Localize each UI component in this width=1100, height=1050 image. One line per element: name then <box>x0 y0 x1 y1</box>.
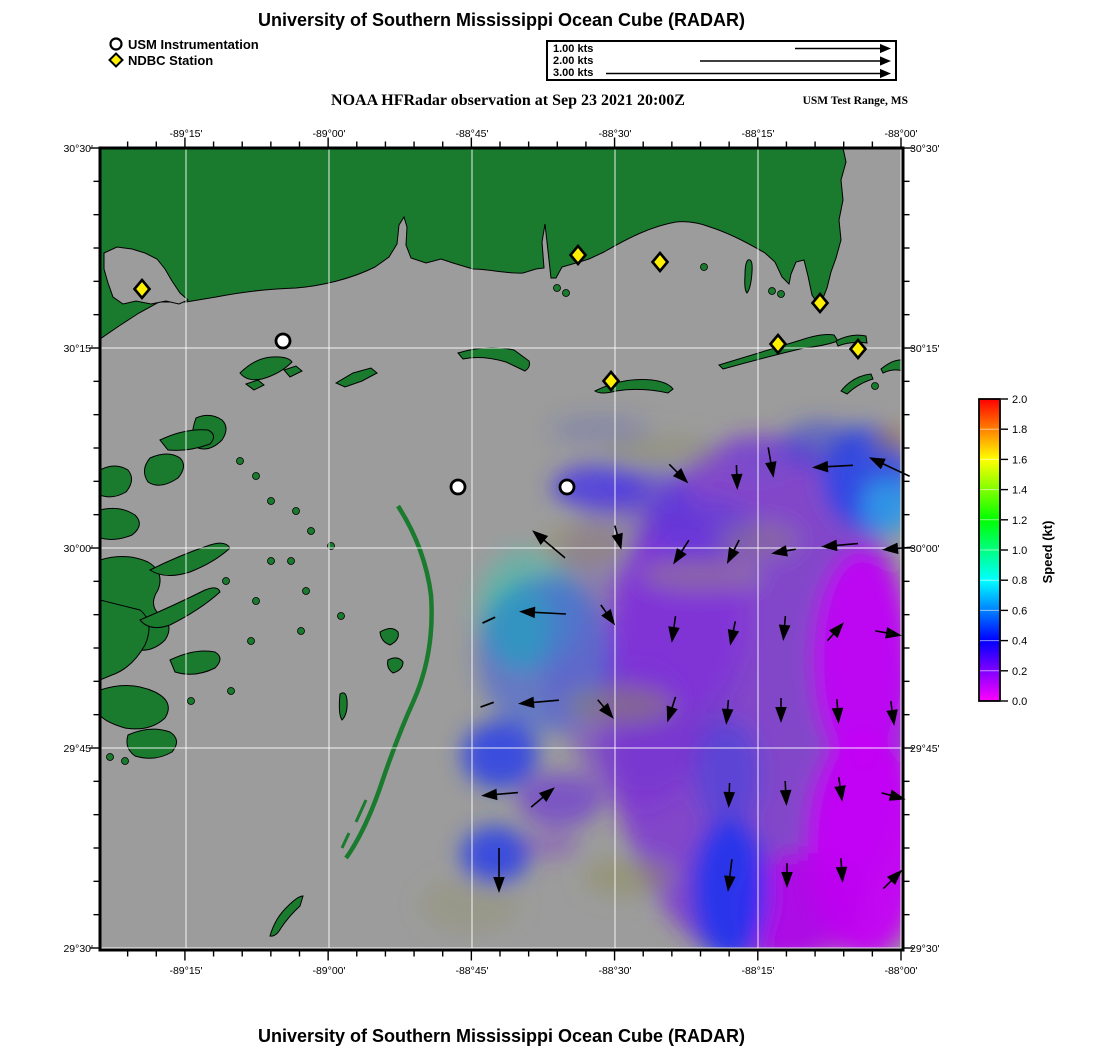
observation-subtitle: NOAA HFRadar observation at Sep 23 2021 … <box>331 92 685 109</box>
svg-text:1.6: 1.6 <box>1012 454 1027 466</box>
svg-text:-88°45': -88°45' <box>455 128 488 140</box>
svg-text:1.4: 1.4 <box>1012 485 1027 497</box>
svg-text:0.4: 0.4 <box>1012 636 1027 648</box>
svg-text:-89°15': -89°15' <box>169 128 202 140</box>
svg-text:30°00': 30°00' <box>910 543 940 555</box>
legend-item-ndbc: NDBC Station <box>108 52 259 68</box>
usm-circle-icon <box>109 37 123 51</box>
svg-text:0.0: 0.0 <box>1012 696 1027 708</box>
svg-text:29°45': 29°45' <box>910 743 940 755</box>
svg-text:30°30': 30°30' <box>63 143 93 155</box>
svg-text:30°15': 30°15' <box>910 343 940 355</box>
svg-text:-88°00': -88°00' <box>884 965 917 977</box>
svg-text:-88°15': -88°15' <box>741 128 774 140</box>
svg-text:-88°45': -88°45' <box>455 965 488 977</box>
svg-text:-88°15': -88°15' <box>741 965 774 977</box>
svg-text:1.8: 1.8 <box>1012 424 1027 436</box>
scale-2kt-label: 2.00 kts <box>553 55 594 67</box>
svg-text:29°30': 29°30' <box>910 943 940 955</box>
ndbc-diamond-icon <box>108 52 124 68</box>
range-label: USM Test Range, MS <box>802 95 908 107</box>
legend-usm-label: USM Instrumentation <box>128 36 259 52</box>
svg-text:30°00': 30°00' <box>63 543 93 555</box>
scale-3kt-label: 3.00 kts <box>553 67 594 79</box>
svg-text:30°30': 30°30' <box>910 143 940 155</box>
legend-ndbc-label: NDBC Station <box>128 52 214 68</box>
map-legend: USM Instrumentation NDBC Station <box>108 36 259 68</box>
svg-text:-88°00': -88°00' <box>884 128 917 140</box>
svg-text:-89°00': -89°00' <box>312 965 345 977</box>
svg-text:0.8: 0.8 <box>1012 575 1027 587</box>
legend-item-usm: USM Instrumentation <box>108 36 259 52</box>
scale-1kt-label: 1.00 kts <box>553 43 594 55</box>
svg-text:30°15': 30°15' <box>63 343 93 355</box>
footer-title: University of Southern Mississippi Ocean… <box>257 1026 746 1046</box>
svg-text:29°45': 29°45' <box>63 743 93 755</box>
page-title: University of Southern Mississippi Ocean… <box>257 10 746 30</box>
svg-text:-88°30': -88°30' <box>598 128 631 140</box>
svg-text:2.0: 2.0 <box>1012 394 1027 406</box>
svg-text:-88°30': -88°30' <box>598 965 631 977</box>
svg-text:29°30': 29°30' <box>63 943 93 955</box>
svg-text:-89°00': -89°00' <box>312 128 345 140</box>
svg-text:-89°15': -89°15' <box>169 965 202 977</box>
svg-text:1.0: 1.0 <box>1012 545 1027 557</box>
svg-text:1.2: 1.2 <box>1012 515 1027 527</box>
svg-text:0.6: 0.6 <box>1012 605 1027 617</box>
svg-text:0.2: 0.2 <box>1012 666 1027 678</box>
